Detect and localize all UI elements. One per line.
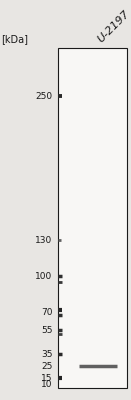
FancyBboxPatch shape <box>58 48 127 388</box>
Text: [kDa]: [kDa] <box>1 34 28 44</box>
Text: 15: 15 <box>41 374 52 383</box>
Text: 55: 55 <box>41 326 52 335</box>
Text: 130: 130 <box>35 236 52 245</box>
Text: 25: 25 <box>41 362 52 371</box>
Text: 35: 35 <box>41 350 52 359</box>
Text: 100: 100 <box>35 272 52 281</box>
Text: 70: 70 <box>41 308 52 317</box>
Text: U-2197: U-2197 <box>96 8 131 44</box>
Text: 250: 250 <box>35 92 52 100</box>
Text: 10: 10 <box>41 380 52 389</box>
